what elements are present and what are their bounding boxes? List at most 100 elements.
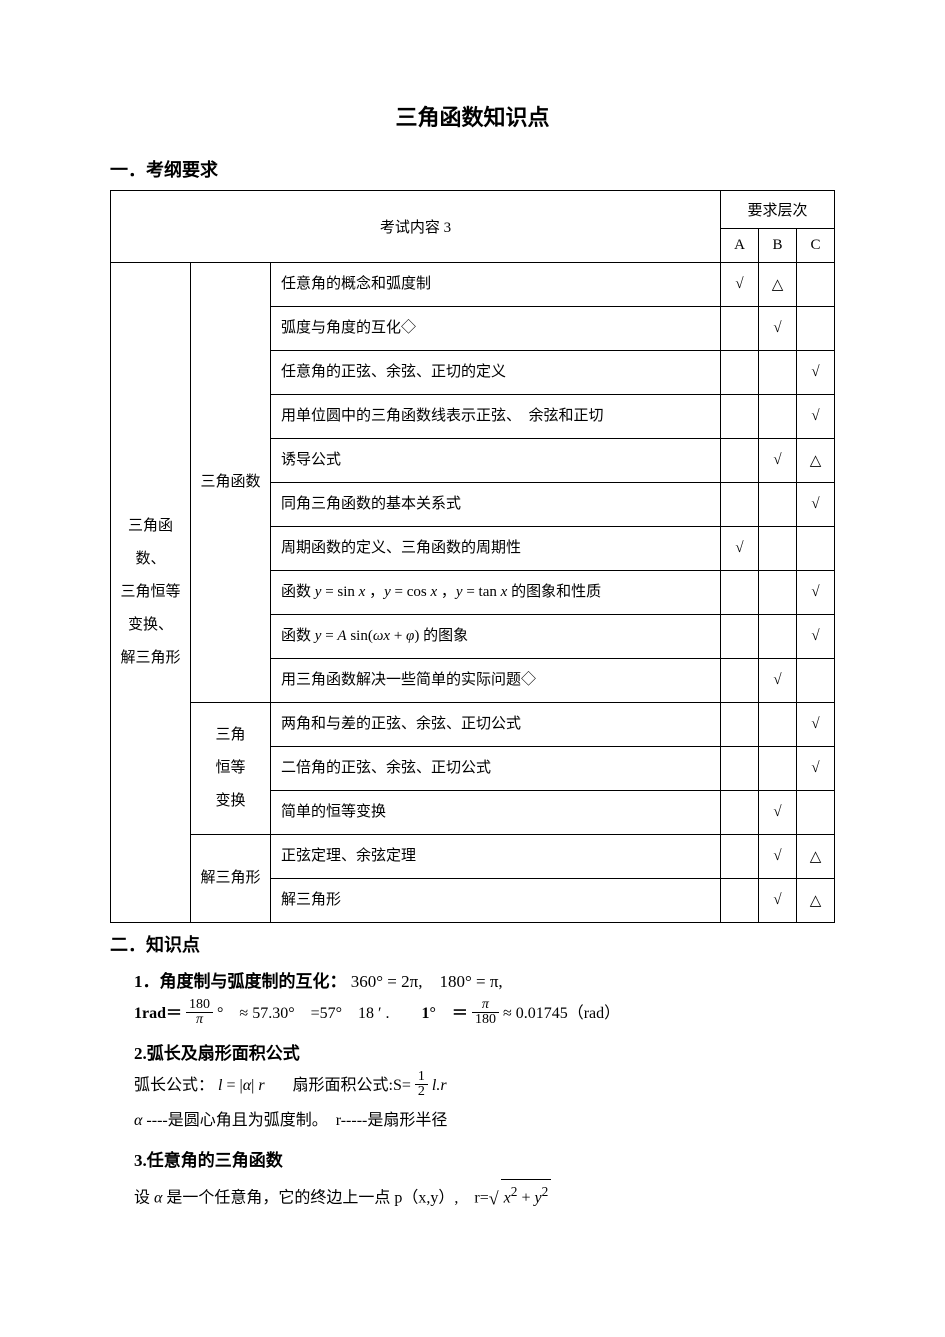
row-content: 用单位圆中的三角函数线表示正弦、 余弦和正切 xyxy=(271,395,721,439)
cell-b: √ xyxy=(759,835,797,879)
cell-c xyxy=(797,527,835,571)
arc-length-formula: l = |α| r xyxy=(218,1077,265,1094)
row-content: 弧度与角度的互化◇ xyxy=(271,307,721,351)
cell-b: √ xyxy=(759,307,797,351)
cell-c: √ xyxy=(797,483,835,527)
row-content: 函数 y = sin x ，y = cos x ，y = tan x 的图象和性… xyxy=(271,571,721,615)
cell-b xyxy=(759,747,797,791)
level-a: A xyxy=(721,229,759,263)
point3-prefix: 设 α 是一个任意角，它的终边上一点 p（x,y）, r= xyxy=(134,1189,489,1206)
row-content: 周期函数的定义、三角函数的周期性 xyxy=(271,527,721,571)
frac-num: π xyxy=(472,998,499,1013)
fraction-pi-180: π 180 xyxy=(472,998,499,1027)
cell-a xyxy=(721,835,759,879)
row-content: 解三角形 xyxy=(271,879,721,923)
header-content: 考试内容 3 xyxy=(111,191,721,263)
cell-a xyxy=(721,615,759,659)
frac-den: π xyxy=(186,1013,213,1027)
cell-a: √ xyxy=(721,527,759,571)
cell-a xyxy=(721,879,759,923)
cell-b: √ xyxy=(759,791,797,835)
subgroup-trig: 三角函数 xyxy=(191,263,271,703)
cell-b xyxy=(759,395,797,439)
cell-c xyxy=(797,263,835,307)
cell-b: √ xyxy=(759,879,797,923)
row-content: 二倍角的正弦、余弦、正切公式 xyxy=(271,747,721,791)
sector-area-prefix: 扇形面积公式:S= xyxy=(293,1077,411,1094)
cell-b xyxy=(759,351,797,395)
point3-line: 设 α 是一个任意角，它的终边上一点 p（x,y）, r=√x2 + y2 xyxy=(134,1179,835,1215)
cell-c xyxy=(797,659,835,703)
cell-a xyxy=(721,747,759,791)
point1-c-rest: ≈ 0.01745（rad） xyxy=(503,1005,620,1022)
row-content: 任意角的概念和弧度制 xyxy=(271,263,721,307)
fraction-1-2: 1 2 xyxy=(415,1070,428,1099)
cell-a xyxy=(721,659,759,703)
cell-a xyxy=(721,395,759,439)
cell-a xyxy=(721,439,759,483)
point1-b-rest: ° ≈ 57.30° =57° 18 ′ . xyxy=(217,1005,390,1022)
cell-a xyxy=(721,351,759,395)
table-row: 三角 恒等 变换 两角和与差的正弦、余弦、正切公式 √ xyxy=(111,703,835,747)
cell-b xyxy=(759,703,797,747)
cell-b: √ xyxy=(759,439,797,483)
sqrt-icon: √ xyxy=(489,1188,499,1208)
header-level: 要求层次 xyxy=(721,191,835,229)
group-main: 三角函数、 三角恒等 变换、 解三角形 xyxy=(111,263,191,923)
cell-a: √ xyxy=(721,263,759,307)
cell-c: △ xyxy=(797,439,835,483)
cell-a xyxy=(721,307,759,351)
section2-heading: 二．知识点 xyxy=(110,931,835,957)
level-c: C xyxy=(797,229,835,263)
cell-c: √ xyxy=(797,615,835,659)
subgroup-identity: 三角 恒等 变换 xyxy=(191,703,271,835)
cell-a xyxy=(721,791,759,835)
point1-heading: 1．角度制与弧度制的互化： 360° = 2π, 180° = π, xyxy=(134,967,835,992)
cell-b: △ xyxy=(759,263,797,307)
cell-c: √ xyxy=(797,571,835,615)
table-header-row: 考试内容 3 要求层次 xyxy=(111,191,835,229)
cell-b xyxy=(759,571,797,615)
cell-b xyxy=(759,615,797,659)
cell-a xyxy=(721,703,759,747)
point2-heading: 2.弧长及扇形面积公式 xyxy=(134,1039,835,1064)
cell-b xyxy=(759,527,797,571)
arc-length-prefix: 弧长公式： xyxy=(134,1077,214,1094)
point1-line-b: 1rad＝ 180 π ° ≈ 57.30° =57° 18 ′ . 1° ＝ … xyxy=(134,1000,835,1029)
point2-note: α ----是圆心角且为弧度制。 r-----是扇形半径 xyxy=(134,1107,835,1136)
cell-c: √ xyxy=(797,395,835,439)
fraction-180-pi: 180 π xyxy=(186,998,213,1027)
frac-den: 180 xyxy=(472,1013,499,1027)
frac-num: 1 xyxy=(415,1070,428,1085)
degree-label: 1° ＝ xyxy=(422,1005,468,1022)
cell-a xyxy=(721,483,759,527)
row-content: 用三角函数解决一些简单的实际问题◇ xyxy=(271,659,721,703)
point1-formula-a: 360° = 2π, 180° = π, xyxy=(351,972,503,991)
row-content: 任意角的正弦、余弦、正切的定义 xyxy=(271,351,721,395)
subgroup-solve: 解三角形 xyxy=(191,835,271,923)
page-title: 三角函数知识点 xyxy=(110,100,835,132)
point3-heading: 3.任意角的三角函数 xyxy=(134,1146,835,1171)
table-row: 三角函数、 三角恒等 变换、 解三角形 三角函数 任意角的概念和弧度制 √ △ xyxy=(111,263,835,307)
cell-c: √ xyxy=(797,703,835,747)
cell-c: △ xyxy=(797,879,835,923)
row-content: 正弦定理、余弦定理 xyxy=(271,835,721,879)
row-content: 同角三角函数的基本关系式 xyxy=(271,483,721,527)
point1-heading-text: 1．角度制与弧度制的互化： xyxy=(134,972,347,991)
requirements-table: 考试内容 3 要求层次 A B C 三角函数、 三角恒等 变换、 解三角形 三角… xyxy=(110,190,835,923)
sqrt-body: x2 + y2 xyxy=(501,1179,552,1213)
table-row: 解三角形 正弦定理、余弦定理 √ △ xyxy=(111,835,835,879)
cell-c xyxy=(797,791,835,835)
row-content: 两角和与差的正弦、余弦、正切公式 xyxy=(271,703,721,747)
point2-formulas: 弧长公式： l = |α| r 扇形面积公式:S= 1 2 l.r xyxy=(134,1072,835,1101)
row-content: 简单的恒等变换 xyxy=(271,791,721,835)
section1-heading: 一．考纲要求 xyxy=(110,156,835,182)
cell-c: △ xyxy=(797,835,835,879)
row-content: 函数 y = A sin(ωx + φ) 的图象 xyxy=(271,615,721,659)
frac-den: 2 xyxy=(415,1085,428,1099)
rad-label: 1rad＝ xyxy=(134,1005,182,1022)
cell-a xyxy=(721,571,759,615)
cell-c: √ xyxy=(797,747,835,791)
level-b: B xyxy=(759,229,797,263)
sector-area-rest: l.r xyxy=(432,1077,447,1094)
